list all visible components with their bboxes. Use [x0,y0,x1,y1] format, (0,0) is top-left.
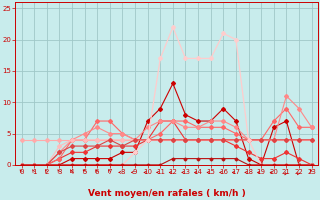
X-axis label: Vent moyen/en rafales ( km/h ): Vent moyen/en rafales ( km/h ) [88,189,245,198]
